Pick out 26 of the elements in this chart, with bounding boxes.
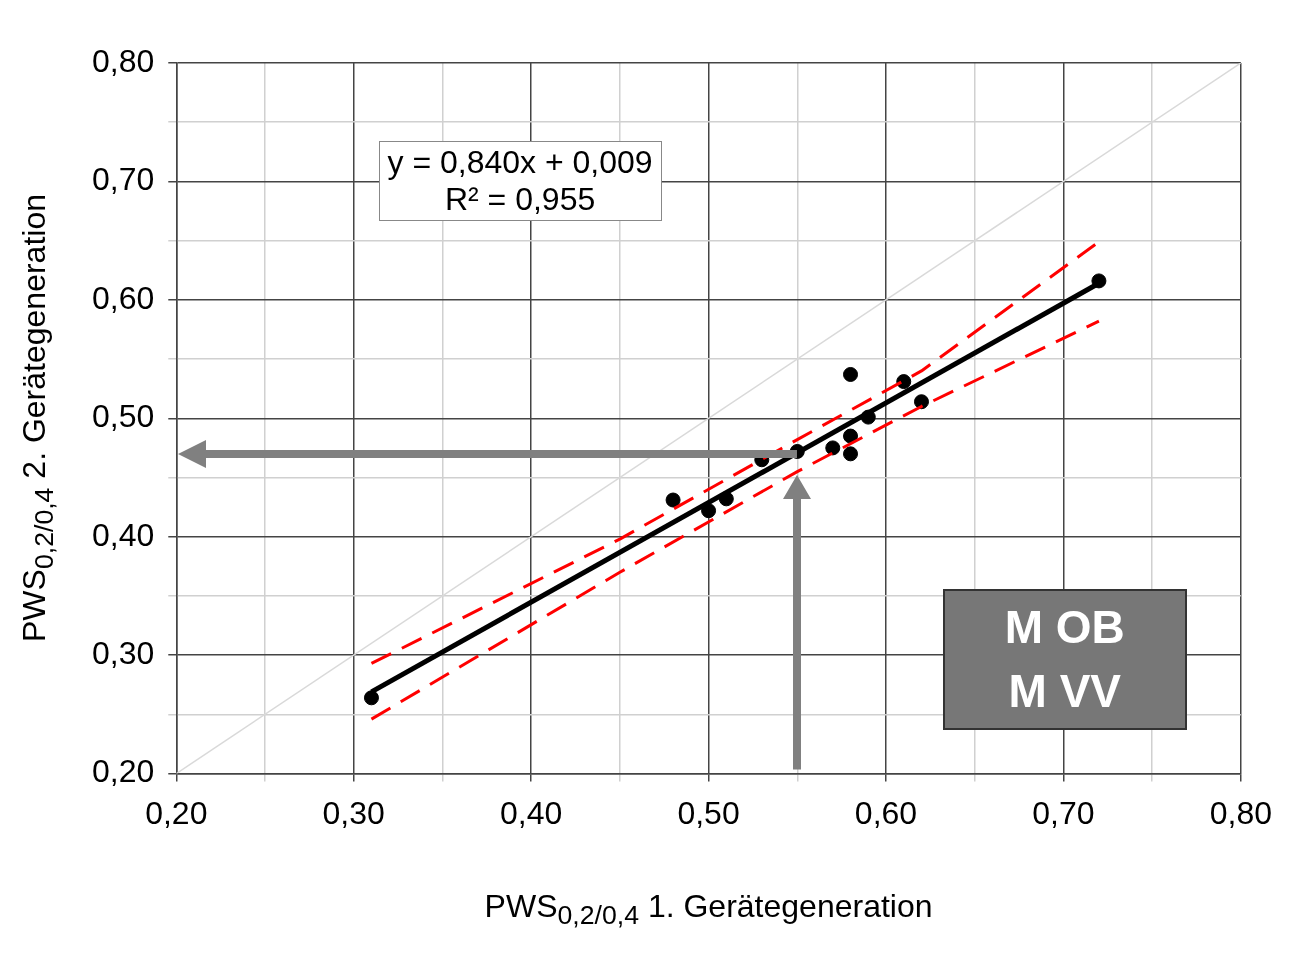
y-tick-label: 0,20 xyxy=(92,753,155,790)
x-tick-label: 0,50 xyxy=(677,794,740,831)
x-axis-title: PWS$_{0,2/0,4}$ 1. Gerätegeneration xyxy=(484,888,933,932)
point xyxy=(665,492,681,508)
y-tick-label: 0,60 xyxy=(92,279,155,316)
point xyxy=(843,428,859,444)
annotation: M OB xyxy=(1003,599,1126,655)
y-tick-label: 0,40 xyxy=(92,516,155,553)
point xyxy=(825,440,841,456)
x-tick-label: 0,70 xyxy=(1032,794,1095,831)
point xyxy=(896,374,912,390)
point xyxy=(843,446,859,462)
annotation: R² = 0,955 xyxy=(443,180,597,218)
annotation: y = 0,840x + 0,009 xyxy=(387,144,653,181)
point xyxy=(363,690,379,706)
y-tick-label: 0,70 xyxy=(92,161,155,198)
y-tick-label: 0,50 xyxy=(92,398,155,435)
x-tick-label: 0,20 xyxy=(145,794,208,831)
point xyxy=(843,366,859,382)
y-tick-label: 0,30 xyxy=(92,634,155,671)
y-tick-label: 0,80 xyxy=(92,42,155,79)
x-tick-label: 0,80 xyxy=(1209,794,1272,831)
x-tick-label: 0,60 xyxy=(854,794,918,831)
annotation: M VV xyxy=(1007,664,1122,720)
x-tick-label: 0,40 xyxy=(500,794,563,831)
x-tick-label: 0,30 xyxy=(322,794,385,831)
